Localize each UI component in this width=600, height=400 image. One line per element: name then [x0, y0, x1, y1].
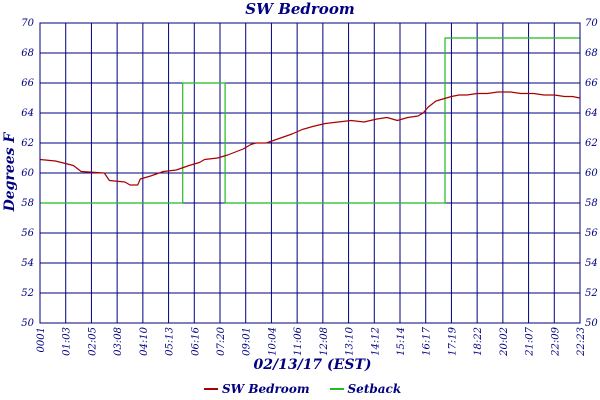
x-tick-label: 01:03 [62, 327, 73, 356]
x-tick-label: 12:08 [319, 327, 330, 356]
y-tick-label-left: 54 [21, 258, 34, 269]
y-tick-label-left: 64 [21, 108, 34, 119]
y-tick-label-left: 50 [21, 318, 34, 329]
series-line-sw-bedroom [39, 91, 581, 186]
x-tick-label: 0001 [36, 327, 47, 352]
x-tick-label: 13:10 [345, 326, 356, 355]
y-tick-label-right: 56 [585, 228, 598, 239]
y-tick-label-left: 66 [21, 78, 34, 89]
x-tick-label: 06:16 [190, 326, 201, 355]
x-axis: 0001 01:03 02:05 03:08 04:10 05:13 06:16 07:20 0… [36, 326, 587, 356]
y-tick-label-right: 54 [585, 258, 598, 269]
y-tick-label-left: 60 [21, 168, 34, 179]
x-tick-label: 03:08 [113, 327, 124, 356]
y-axis-label: Degrees F [2, 132, 18, 212]
y-tick-label-left: 56 [21, 228, 34, 239]
y-tick-label-right: 60 [585, 168, 598, 179]
x-tick-label: 16:17 [422, 326, 433, 355]
x-tick-label: 17:19 [447, 326, 458, 355]
y-tick-label-right: 50 [585, 318, 598, 329]
x-tick-label: 22:09 [550, 326, 561, 356]
y-axis-right: 50 52 54 56 58 60 62 64 66 68 70 [585, 18, 598, 329]
legend-label-sw-bedroom: SW Bedroom [222, 382, 310, 396]
x-tick-label: 22:23 [576, 327, 587, 357]
y-tick-label-right: 52 [585, 288, 598, 299]
y-tick-label-right: 64 [585, 108, 598, 119]
y-tick-label-right: 66 [585, 78, 598, 89]
legend: SW Bedroom Setback [204, 382, 401, 396]
legend-swatch-setback [329, 388, 344, 390]
y-tick-label-left: 58 [21, 198, 34, 209]
y-tick-label-left: 52 [21, 288, 34, 299]
chart-title: SW Bedroom [245, 0, 355, 18]
x-tick-label: 15:14 [396, 327, 407, 356]
y-tick-label-right: 62 [585, 138, 598, 149]
y-tick-label-right: 68 [585, 48, 598, 59]
x-tick-label: 07:20 [216, 326, 227, 355]
legend-item-sw-bedroom: SW Bedroom [204, 382, 310, 396]
y-tick-label-right: 58 [585, 198, 598, 209]
plot-frame [39, 22, 581, 324]
x-axis-label: 02/13/17 (EST) [253, 357, 372, 373]
legend-swatch-sw-bedroom [204, 388, 218, 390]
series-layer [39, 37, 581, 204]
x-tick-label: 14:12 [370, 327, 381, 356]
x-tick-label: 18:22 [473, 327, 484, 356]
x-tick-label: 21:07 [525, 326, 536, 356]
legend-label-setback: Setback [347, 382, 402, 396]
legend-item-setback: Setback [329, 382, 402, 396]
x-tick-label: 05:13 [165, 327, 176, 356]
y-axis-left: 50 52 54 56 58 60 62 64 66 68 70 [21, 18, 34, 329]
x-tick-label: 02:05 [87, 327, 98, 356]
x-tick-label: 11:06 [293, 326, 304, 355]
y-tick-label-right: 70 [585, 18, 598, 29]
x-tick-label: 04:10 [139, 326, 150, 355]
y-tick-label-left: 70 [21, 18, 34, 29]
series-line-setback [40, 37, 580, 204]
x-tick-label: 09:01 [242, 327, 253, 356]
x-tick-label: 10:04 [267, 327, 278, 356]
y-tick-label-left: 62 [21, 138, 34, 149]
x-tick-label: 20:02 [499, 327, 510, 357]
y-tick-label-left: 68 [21, 48, 34, 59]
